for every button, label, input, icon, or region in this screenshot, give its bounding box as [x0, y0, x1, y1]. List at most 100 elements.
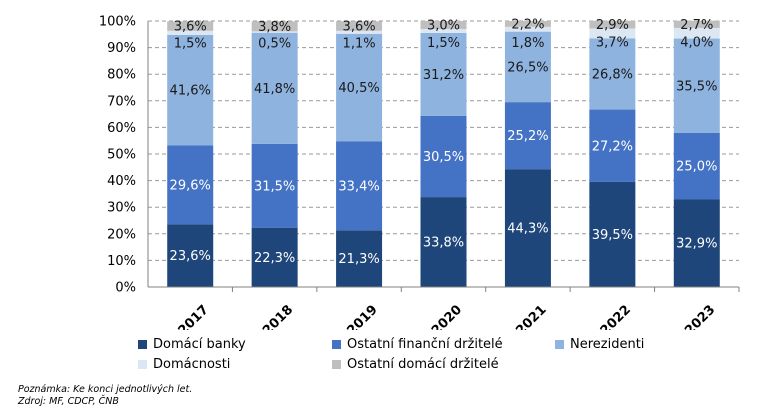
stacked-bar-chart: 23,6%29,6%41,6%1,5%3,6%22,3%31,5%41,8%0,…	[99, 15, 740, 330]
data-label: 1,5%	[427, 36, 460, 51]
bar-segment	[251, 143, 298, 228]
legend-row-2: Domácnosti Ostatní domácí držitelé	[138, 354, 698, 374]
bar-segment	[673, 199, 720, 287]
data-label: 2,2%	[511, 17, 544, 32]
legend-item-nerezidenti: Nerezidenti	[555, 337, 644, 352]
y-tick-label: 30%	[107, 201, 136, 216]
data-label: 3,7%	[596, 36, 629, 51]
bar-segment	[504, 169, 551, 287]
data-label: 27,2%	[592, 139, 633, 154]
x-tick-label: 2018	[260, 302, 296, 330]
data-label: 1,1%	[343, 36, 376, 51]
legend-label: Ostatní domácí držitelé	[347, 356, 499, 372]
legend-swatch	[555, 339, 564, 349]
data-label: 22,3%	[254, 251, 295, 266]
bar-segment	[167, 145, 214, 225]
data-label: 1,5%	[174, 36, 207, 51]
data-label: 25,0%	[676, 160, 717, 175]
bar-segment	[673, 38, 720, 133]
legend-swatch	[138, 339, 147, 349]
legend-row-1: Domácí banky Ostatní finanční držitelé N…	[138, 334, 698, 354]
data-label: 39,5%	[592, 228, 633, 243]
y-tick-label: 20%	[107, 227, 136, 242]
data-label: 3,6%	[343, 20, 376, 35]
bars: 23,6%29,6%41,6%1,5%3,6%22,3%31,5%41,8%0,…	[167, 17, 720, 287]
data-label: 2,9%	[596, 18, 629, 33]
y-tick-label: 0%	[115, 281, 136, 296]
data-label: 44,3%	[507, 222, 548, 237]
y-tick-label: 50%	[107, 148, 136, 163]
data-label: 3,8%	[258, 20, 291, 35]
data-label: 25,2%	[507, 129, 548, 144]
bar-segment	[251, 21, 298, 32]
data-label: 26,5%	[507, 60, 548, 75]
bar-segment	[673, 20, 720, 28]
legend-label: Domácí banky	[153, 336, 246, 352]
bar-segment	[251, 31, 298, 33]
data-label: 3,6%	[174, 20, 207, 35]
bar-segment	[336, 33, 383, 142]
data-label: 35,5%	[676, 79, 717, 94]
legend-swatch	[332, 339, 341, 349]
bar-segment	[504, 31, 551, 103]
x-tick-label: 2020	[429, 302, 465, 330]
data-label: 33,8%	[423, 236, 464, 251]
bar-segment	[504, 102, 551, 170]
data-label: 41,8%	[254, 82, 295, 97]
legend-label: Domácnosti	[153, 356, 231, 372]
bar-segment	[589, 28, 636, 39]
y-tick-label: 10%	[107, 254, 136, 269]
bar-segment	[504, 21, 551, 27]
data-label: 23,6%	[170, 249, 211, 264]
bar-segment	[336, 141, 383, 231]
legend: Domácí banky Ostatní finanční držitelé N…	[138, 334, 698, 374]
bar-segment	[504, 26, 551, 32]
data-label: 30,5%	[423, 150, 464, 165]
bar-segment	[589, 38, 636, 110]
chart-notes: Poznámka: Ke konci jednotlivých let. Zdr…	[18, 384, 192, 408]
data-label: 41,6%	[170, 84, 211, 99]
bar-segment	[420, 28, 467, 33]
data-label: 1,8%	[511, 36, 544, 51]
bar-segment	[420, 197, 467, 287]
legend-item-domacnosti: Domácnosti	[138, 357, 332, 372]
x-tick-label: 2017	[176, 302, 212, 330]
data-label: 0,5%	[258, 36, 291, 51]
data-label: 32,9%	[676, 237, 717, 252]
y-tick-label: 90%	[107, 41, 136, 56]
bar-segment	[673, 27, 720, 39]
note-text: Poznámka: Ke konci jednotlivých let.	[18, 384, 193, 395]
bar-segment	[251, 227, 298, 287]
legend-label: Ostatní finanční držitelé	[347, 336, 503, 352]
data-label: 33,4%	[338, 179, 379, 194]
bar-segment	[589, 181, 636, 287]
legend-label: Nerezidenti	[570, 336, 645, 352]
legend-item-domaci-banky: Domácí banky	[138, 337, 332, 352]
legend-swatch	[138, 359, 147, 369]
bar-segment	[420, 32, 467, 116]
legend-swatch	[332, 359, 341, 369]
bar-segment	[589, 20, 636, 29]
legend-item-ostatni-financni: Ostatní finanční držitelé	[332, 337, 555, 352]
x-tick-label: 2022	[598, 302, 634, 330]
bar-segment	[420, 21, 467, 29]
bar-segment	[420, 115, 467, 198]
bar-segment	[167, 30, 214, 35]
x-tick-label: 2021	[513, 302, 549, 330]
x-tick-label: 2019	[344, 302, 380, 330]
y-tick-label: 100%	[99, 15, 136, 30]
bar-segment	[251, 32, 298, 144]
data-label: 26,8%	[592, 67, 633, 82]
data-label: 4,0%	[680, 36, 713, 51]
bar-segment	[167, 21, 214, 31]
legend-item-ostatni-domaci: Ostatní domácí držitelé	[332, 357, 499, 372]
data-label: 2,7%	[680, 18, 713, 33]
y-tick-label: 80%	[107, 68, 136, 83]
bar-segment	[673, 132, 720, 200]
source-text: Zdroj: MF, CDCP, ČNB	[18, 396, 119, 407]
bar-segment	[336, 30, 383, 34]
bar-segment	[589, 109, 636, 182]
x-tick-label: 2023	[682, 302, 718, 330]
bar-segment	[336, 230, 383, 287]
y-tick-label: 40%	[107, 174, 136, 189]
